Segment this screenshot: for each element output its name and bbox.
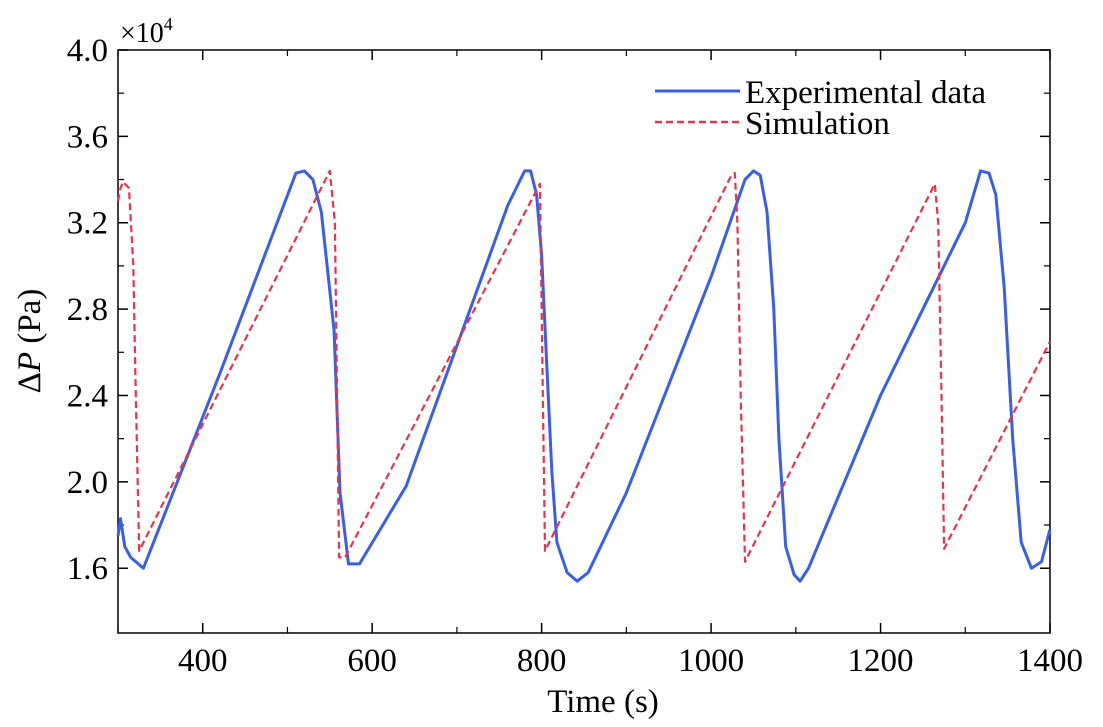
- x-tick-label: 1000: [678, 643, 744, 679]
- x-tick-label: 1400: [1017, 643, 1083, 679]
- y-tick-label: 1.6: [67, 551, 108, 587]
- x-tick-label: 800: [517, 643, 567, 679]
- y-ticks: 1.6 2.0 2.4 2.8 3.2 3.6 4.0: [67, 33, 1050, 587]
- x-tick-label: 1200: [848, 643, 914, 679]
- series-simulation-line: [116, 169, 1051, 563]
- y-axis-title-delta: Δ: [12, 372, 48, 393]
- y-tick-label: 2.8: [67, 292, 108, 328]
- plot-frame: [117, 49, 1051, 634]
- legend-label-simulation: Simulation: [745, 106, 890, 142]
- y-tick-label: 3.6: [67, 119, 108, 155]
- legend-label-experimental: Experimental data: [745, 75, 986, 111]
- legend: Experimental data Simulation: [655, 75, 986, 142]
- y-multiplier: ×104: [120, 14, 173, 49]
- y-multiplier-exp: 4: [164, 14, 173, 34]
- y-axis-title-var: P: [12, 352, 48, 373]
- x-ticks: 400 600 800 1000 1200 1400: [117, 50, 1083, 679]
- y-tick-label: 2.4: [67, 378, 108, 414]
- y-tick-label: 2.0: [67, 465, 108, 501]
- y-axis-title-unit: (Pa): [12, 289, 48, 352]
- x-tick-label: 400: [178, 643, 228, 679]
- y-axis-title: ΔP (Pa): [12, 289, 48, 394]
- y-multiplier-base: ×10: [120, 18, 164, 49]
- y-tick-label: 4.0: [67, 33, 108, 69]
- series-experimental-line: [116, 169, 1052, 583]
- x-tick-label: 600: [347, 643, 397, 679]
- y-tick-label: 3.2: [67, 206, 108, 242]
- x-axis-title: Time (s): [547, 684, 659, 720]
- series-layer: [116, 169, 1052, 583]
